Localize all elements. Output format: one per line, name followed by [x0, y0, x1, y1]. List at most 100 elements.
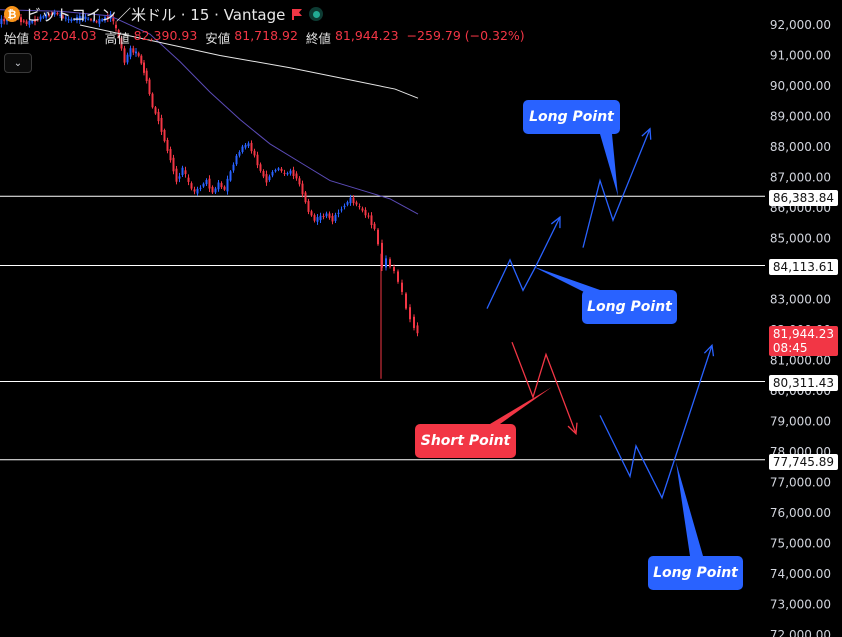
candle-body	[84, 16, 87, 19]
long-projection-path	[582, 128, 651, 248]
y-tick-label: 83,000.00	[770, 293, 831, 307]
candle-body	[226, 178, 229, 192]
candle-body	[126, 54, 129, 63]
callout-pointers	[490, 134, 703, 556]
candle-body	[280, 168, 283, 171]
candle-body	[148, 79, 151, 95]
candle-body	[401, 282, 403, 292]
y-tick-label: 90,000.00	[770, 79, 831, 93]
candle-body	[187, 177, 190, 182]
candle-body	[211, 186, 214, 193]
candle-body	[81, 16, 84, 20]
bitcoin-icon: ₿	[4, 6, 20, 22]
candle-body	[250, 142, 253, 152]
candle-body	[241, 146, 244, 152]
candle-body	[262, 170, 265, 177]
candle-body	[328, 213, 331, 218]
candle-body	[298, 178, 301, 185]
candle-body	[78, 16, 81, 21]
candle-body	[67, 19, 70, 21]
candle-body	[265, 174, 268, 183]
candle-body	[274, 169, 277, 172]
close-label: 終値	[305, 31, 331, 46]
candle-body	[181, 167, 184, 176]
horizontal-levels	[0, 195, 765, 461]
candle-body	[31, 20, 34, 23]
candle-body	[389, 259, 391, 267]
candle-body	[101, 19, 104, 21]
candle-body	[304, 192, 307, 203]
candle-body	[56, 12, 59, 15]
candle-body	[42, 16, 45, 18]
y-tick-label: 72,000.00	[770, 628, 831, 637]
symbol-title[interactable]: ビットコイン／米ドル · 15 · Vantage	[26, 5, 286, 24]
collapse-button[interactable]: ⌄	[4, 53, 32, 73]
candle-body	[397, 271, 399, 282]
last-price-tag: 81,944.23 08:45	[768, 326, 838, 356]
candle-body	[154, 107, 157, 114]
ohlc-values: 始値 82,204.03 高値 82,390.93 安値 81,718.92 終…	[4, 28, 529, 47]
high-label: 高値	[104, 31, 130, 46]
candle-body	[45, 14, 48, 18]
candle-body	[214, 188, 217, 193]
candle-body	[235, 155, 238, 165]
y-tick-label: 77,000.00	[770, 476, 831, 490]
change-value: −259.79 (−0.32%)	[406, 28, 525, 43]
candle-body	[352, 197, 355, 204]
candle-body	[190, 183, 193, 189]
candle-body	[283, 172, 286, 174]
candle-body	[370, 215, 373, 225]
candle-body	[92, 20, 95, 22]
candle-body	[259, 164, 262, 171]
candle-body	[166, 140, 169, 151]
candle-body	[349, 197, 352, 204]
short-point-callout: Short Point	[415, 424, 516, 458]
candle-body	[157, 111, 160, 122]
candle-body	[340, 209, 343, 211]
last-price-value: 81,944.23	[772, 327, 834, 341]
candle-body	[151, 93, 154, 108]
candle-body	[160, 117, 163, 132]
callout-pointer	[676, 462, 703, 556]
long-projection-path	[599, 345, 713, 500]
y-tick-label: 81,000.00	[770, 354, 831, 368]
candle-body	[416, 325, 419, 334]
candle-body	[39, 16, 42, 20]
y-tick-label: 89,000.00	[770, 110, 831, 124]
open-label: 始値	[4, 31, 30, 46]
level-tag-3: 80,311.43	[768, 375, 838, 391]
level-tag-4: 77,745.89	[768, 454, 838, 470]
candle-body	[358, 206, 361, 208]
candle-body	[253, 150, 256, 156]
candle-body	[175, 168, 178, 182]
candle-body	[145, 70, 148, 81]
y-tick-label: 87,000.00	[770, 171, 831, 185]
candle-body	[268, 176, 271, 181]
candle-body	[381, 242, 383, 268]
candle-body	[319, 215, 322, 221]
candle-body	[90, 19, 92, 21]
callout-pointer	[490, 387, 552, 424]
candle-body	[373, 223, 376, 229]
candle-body	[295, 173, 298, 179]
candle-body	[337, 212, 340, 214]
flag-icon[interactable]	[291, 8, 303, 20]
candle-body	[229, 171, 232, 181]
y-tick-label: 74,000.00	[770, 567, 831, 581]
long-point-callout-1: Long Point	[523, 100, 620, 134]
candle-body	[193, 189, 196, 192]
candle-body	[409, 307, 411, 320]
long-arrowhead	[641, 127, 652, 140]
long-projection-path	[486, 216, 561, 309]
candle-body	[289, 170, 292, 174]
chevron-down-icon: ⌄	[13, 57, 23, 69]
candle-body	[334, 214, 337, 221]
candle-body	[199, 187, 202, 189]
candle-body	[256, 154, 259, 166]
candle-body	[331, 215, 334, 222]
candle-body	[307, 201, 310, 212]
candle-body	[405, 293, 407, 309]
candle-body	[385, 258, 387, 268]
moving-averages	[0, 9, 419, 215]
